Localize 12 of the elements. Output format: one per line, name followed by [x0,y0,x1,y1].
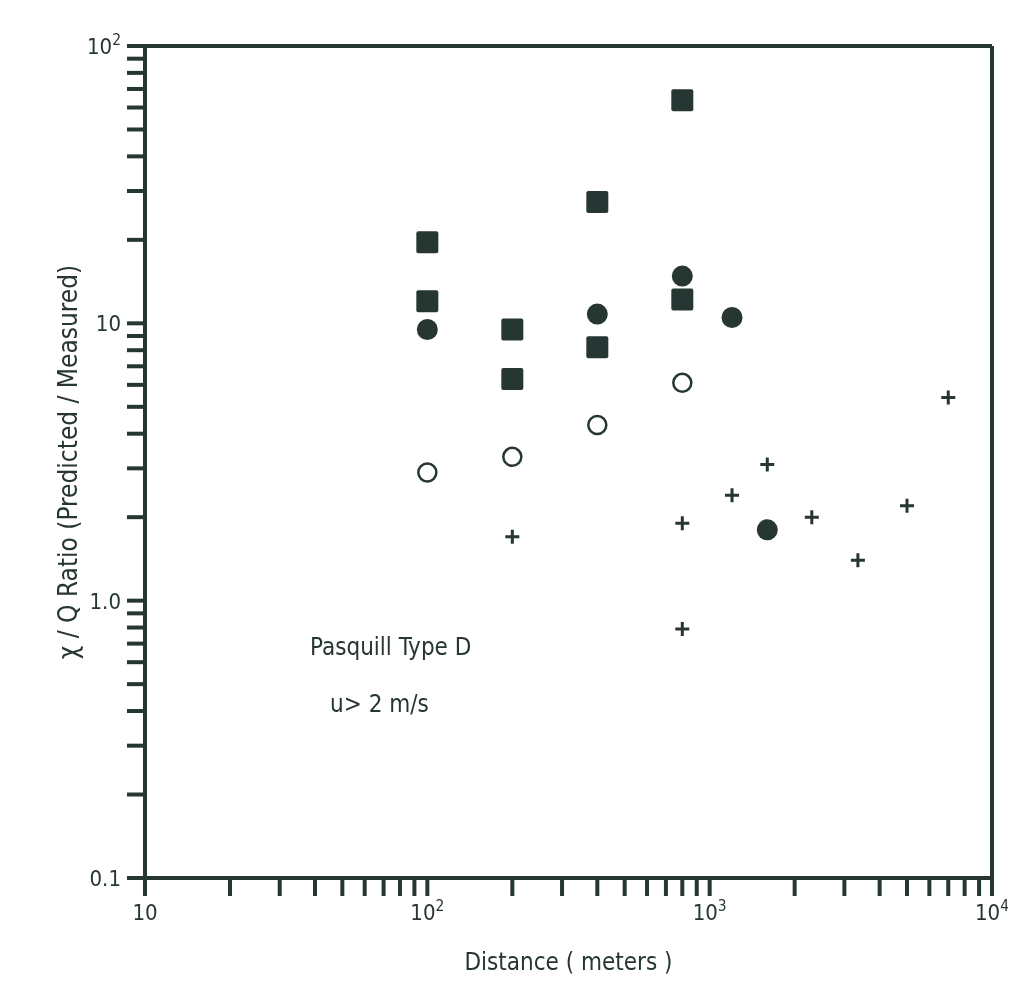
x-axis-title: Distance ( meters ) [464,948,673,976]
y-tick-label: 10 [95,311,121,337]
y-tick-label: 1.0 [89,588,121,614]
y-tick-label: 10$^{2}$ [87,31,121,59]
annotation: Pasquill Type D [310,633,472,661]
x-tick-label: 10$^{4}$ [975,897,1010,925]
y-axis-title: χ / Q Ratio (Predicted / Measured) [53,264,84,660]
y-tick-label: 0.1 [89,866,121,891]
x-tick-label: 10$^{3}$ [692,897,727,925]
x-tick-label: 10 [132,900,158,925]
annotation: u> 2 m/s [330,690,429,718]
x-tick-label: 10$^{2}$ [410,897,445,925]
